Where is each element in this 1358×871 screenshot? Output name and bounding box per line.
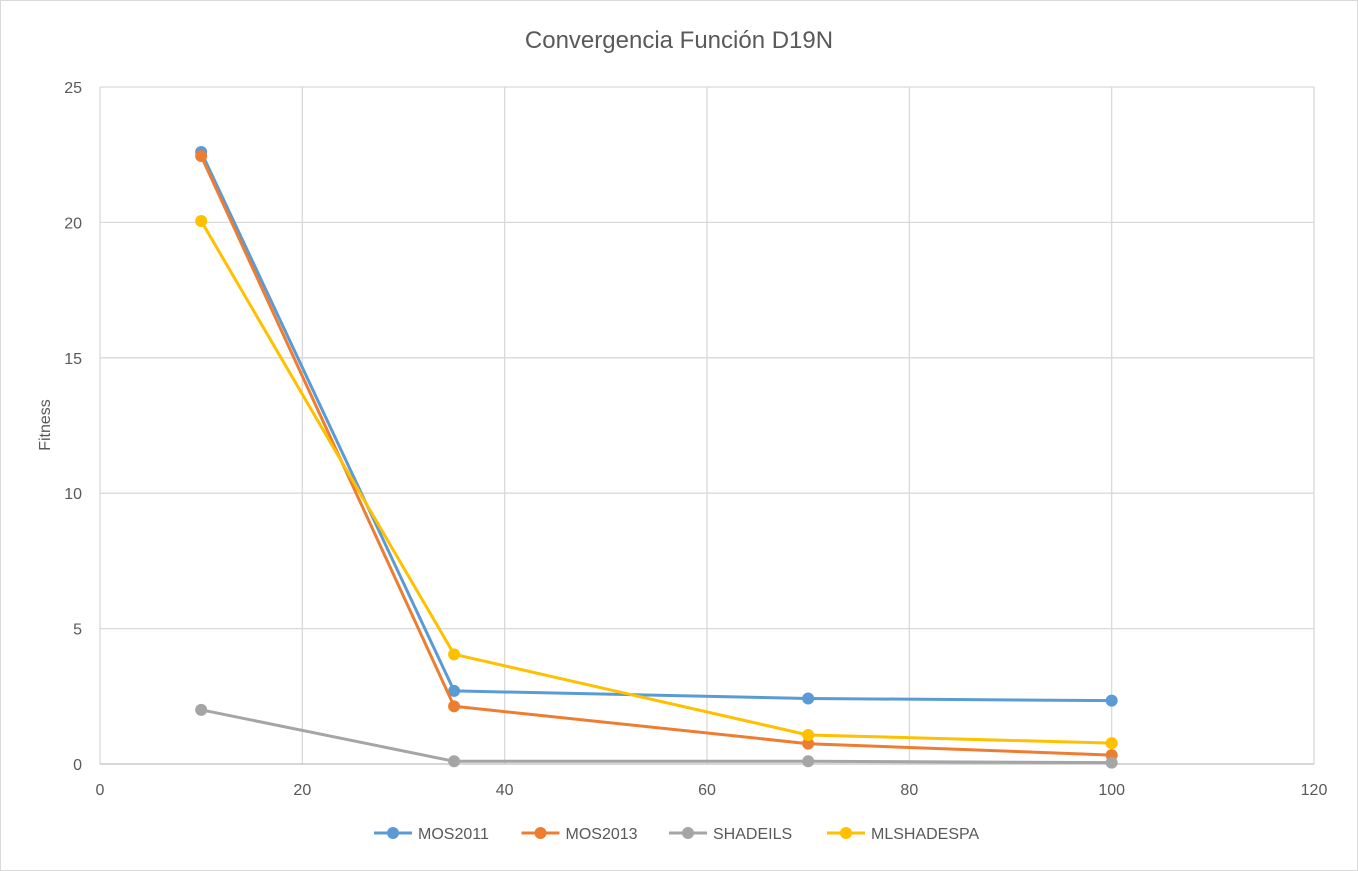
data-point	[802, 755, 815, 768]
y-tick-label: 20	[64, 215, 82, 232]
series-line	[199, 220, 1112, 745]
data-point	[448, 684, 461, 697]
x-tick-label: 120	[1301, 782, 1328, 799]
series-shadeils	[195, 703, 1118, 769]
x-axis-ticks: 0 20 40 60 80 100 120	[96, 782, 1328, 799]
y-tick-label: 15	[64, 351, 82, 368]
legend-item: MOS2011	[374, 826, 489, 843]
data-point	[448, 648, 461, 661]
legend-item: MOS2013	[521, 826, 638, 843]
x-tick-label: 80	[900, 782, 918, 799]
legend-swatch-marker	[534, 827, 547, 839]
data-point	[802, 729, 815, 742]
y-tick-label: 25	[64, 80, 82, 97]
x-tick-label: 20	[293, 782, 311, 799]
x-tick-label: 60	[698, 782, 716, 799]
series-group	[195, 145, 1118, 769]
x-tick-label: 40	[496, 782, 514, 799]
data-point	[195, 215, 208, 228]
series-mos2013	[195, 150, 1118, 762]
data-point	[195, 703, 208, 716]
y-axis-ticks: 0 5 10 15 20 25	[64, 80, 82, 774]
data-point	[1105, 737, 1118, 750]
y-tick-label: 10	[64, 486, 82, 503]
legend-label: MOS2013	[566, 826, 638, 843]
data-point	[802, 737, 815, 750]
gridlines	[99, 86, 1315, 764]
data-point	[448, 755, 461, 768]
x-tick-label: 100	[1098, 782, 1125, 799]
data-point	[1105, 756, 1118, 769]
data-point	[448, 700, 461, 713]
data-point	[802, 692, 815, 705]
legend-label: SHADEILS	[713, 826, 792, 843]
legend-item: MLSHADESPA	[827, 826, 980, 843]
y-tick-label: 0	[73, 757, 82, 774]
legend-swatch-marker	[387, 827, 399, 839]
series-mlshadespa	[195, 215, 1118, 750]
series-line	[199, 155, 1112, 757]
series-line	[200, 708, 1112, 765]
x-tick-label: 0	[96, 782, 105, 799]
legend-swatch-marker	[682, 827, 694, 839]
legend-swatch-marker	[840, 827, 852, 839]
y-axis-label: Fitness	[37, 399, 54, 451]
data-point	[1105, 694, 1118, 707]
chart-title: Convergencia Función D19N	[525, 27, 833, 54]
series-line	[199, 151, 1112, 703]
series-mos2011	[195, 145, 1118, 707]
y-tick-label: 5	[73, 622, 82, 639]
legend-label: MLSHADESPA	[871, 826, 980, 843]
legend: MOS2011 MOS2013 SHADEILS MLSHADESPA	[374, 826, 980, 843]
data-point	[195, 150, 208, 163]
legend-item: SHADEILS	[669, 826, 792, 843]
legend-label: MOS2011	[418, 826, 489, 843]
